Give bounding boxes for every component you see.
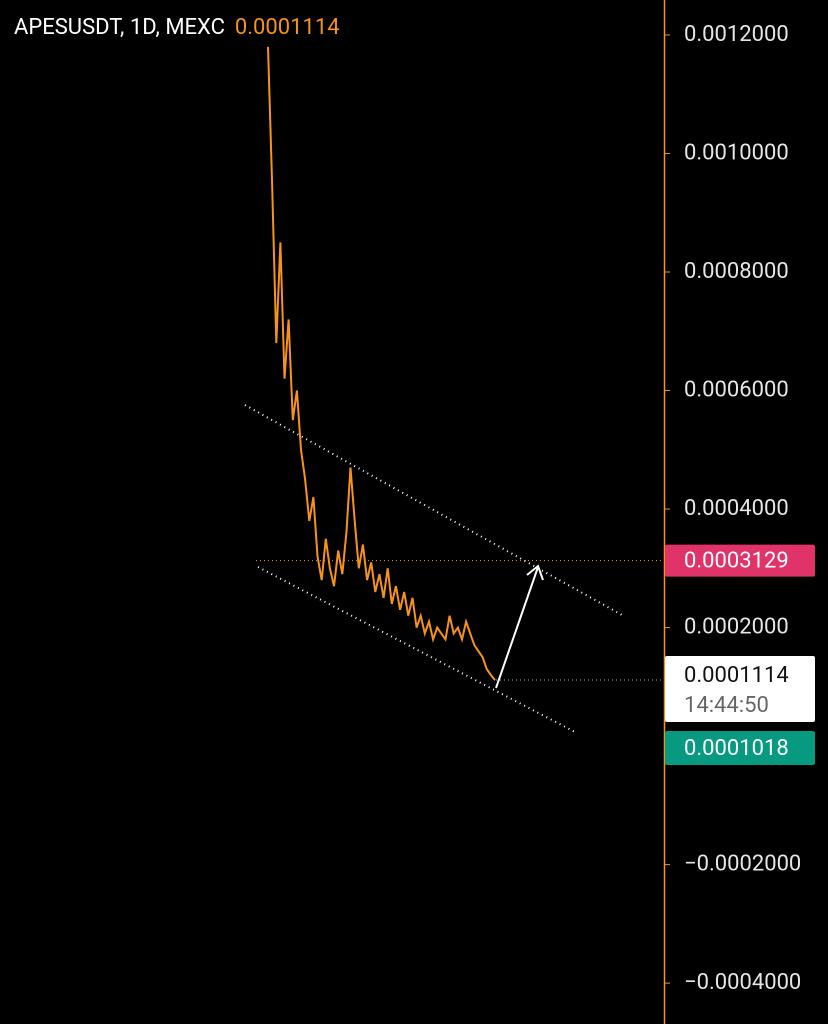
target-price-box bbox=[665, 544, 815, 577]
low-price-box bbox=[665, 731, 815, 765]
chart-title: APESUSDT, 1D, MEXC bbox=[14, 15, 225, 40]
upper-trendline bbox=[244, 404, 623, 616]
y-tick-label: 0.0002000 bbox=[684, 614, 789, 639]
low-price-label: 0.0001018 bbox=[684, 736, 789, 761]
target-price-label: 0.0003129 bbox=[684, 548, 789, 573]
y-tick-label: 0.0006000 bbox=[684, 377, 789, 402]
y-tick-label: 0.0012000 bbox=[684, 22, 789, 47]
last-price-box bbox=[665, 656, 815, 723]
target-arrow bbox=[495, 564, 544, 689]
y-tick-label: 0.0010000 bbox=[684, 140, 789, 165]
y-tick-label: 0.0004000 bbox=[684, 496, 789, 521]
y-tick-label: 0.0008000 bbox=[684, 259, 789, 284]
countdown-label: 14:44:50 bbox=[684, 693, 769, 718]
y-tick-label: −0.0004000 bbox=[684, 970, 801, 995]
price-line bbox=[267, 46, 496, 681]
last-price-label: 0.0001114 bbox=[684, 663, 789, 688]
header-price: 0.0001114 bbox=[235, 15, 340, 40]
lower-trendline bbox=[257, 566, 576, 733]
y-tick-label: −0.0002000 bbox=[684, 851, 801, 876]
